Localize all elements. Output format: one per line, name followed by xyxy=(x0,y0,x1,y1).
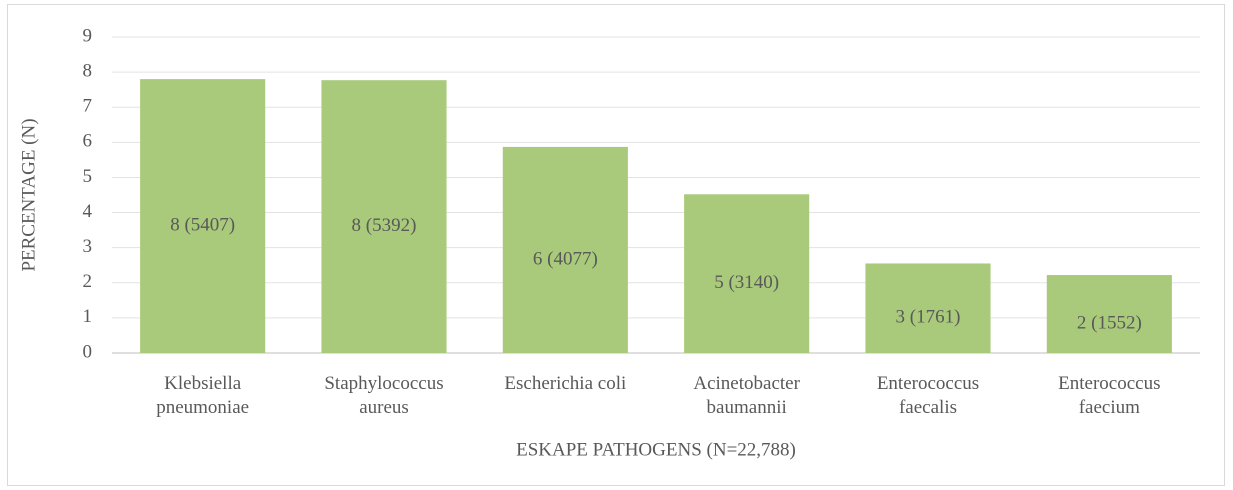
y-tick-label: 5 xyxy=(83,166,93,187)
y-axis-label: PERCENTAGE (N) xyxy=(18,118,39,271)
x-tick-label: Enterococcus faecium xyxy=(1058,373,1161,418)
x-tick-label: Klebsiella pneumoniae xyxy=(156,373,250,418)
data-label: 8 (5392) xyxy=(352,215,417,236)
y-tick-label: 4 xyxy=(83,201,93,222)
bar xyxy=(1046,275,1172,353)
data-label: 6 (4077) xyxy=(533,248,598,269)
bar xyxy=(502,146,628,353)
chart-frame xyxy=(7,4,1225,486)
bar xyxy=(140,79,266,353)
data-label: 5 (3140) xyxy=(714,272,779,293)
x-tick-label: Enterococcus faecalis xyxy=(876,373,980,418)
y-tick-label: 9 xyxy=(83,25,93,46)
x-tick-label: Escherichia coli xyxy=(504,373,627,394)
x-axis-label: ESKAPE PATHOGENS (N=22,788) xyxy=(516,439,796,460)
data-label: 2 (1552) xyxy=(1077,312,1142,333)
y-tick-label: 3 xyxy=(83,236,93,257)
y-tick-label: 6 xyxy=(83,131,93,152)
bar xyxy=(865,263,991,353)
y-tick-label: 1 xyxy=(83,306,93,327)
y-tick-label: 8 xyxy=(83,60,93,81)
y-tick-label: 7 xyxy=(83,96,93,117)
y-tick-label: 0 xyxy=(83,341,93,362)
bar xyxy=(684,194,810,353)
x-tick-label: Staphylococcus aureus xyxy=(324,373,444,418)
data-label: 8 (5407) xyxy=(170,214,235,235)
y-tick-label: 2 xyxy=(83,271,93,292)
data-label: 3 (1761) xyxy=(896,307,961,328)
bar xyxy=(321,80,447,353)
x-tick-label: Acinetobacter baumannii xyxy=(693,373,800,418)
